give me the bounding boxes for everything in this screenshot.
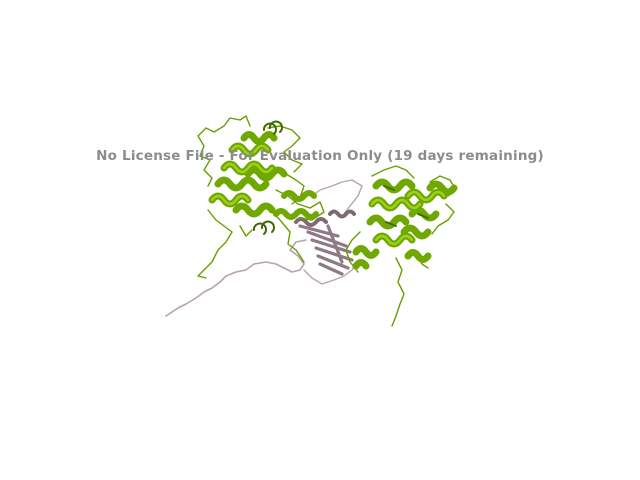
mauve-tail-coil xyxy=(165,239,307,317)
mauve-coil-upper xyxy=(311,179,363,215)
green-domain-left xyxy=(197,115,305,279)
left-domain-helix-ends xyxy=(253,120,283,235)
mauve-beta-sheet xyxy=(298,224,354,276)
evaluation-watermark: No License File - For Evaluation Only (1… xyxy=(96,148,544,164)
left-domain-loops xyxy=(197,115,305,279)
right-domain-loops xyxy=(345,165,457,327)
left-domain-helix-highlights xyxy=(210,144,274,206)
right-domain-helix-shadows xyxy=(383,185,429,227)
mauve-chain xyxy=(165,179,363,317)
green-domain-right xyxy=(345,165,458,327)
mauve-coil-lower xyxy=(303,261,357,285)
mauve-helices xyxy=(294,209,356,227)
right-domain-helix-highlights xyxy=(370,190,446,246)
green-linker xyxy=(271,189,325,263)
